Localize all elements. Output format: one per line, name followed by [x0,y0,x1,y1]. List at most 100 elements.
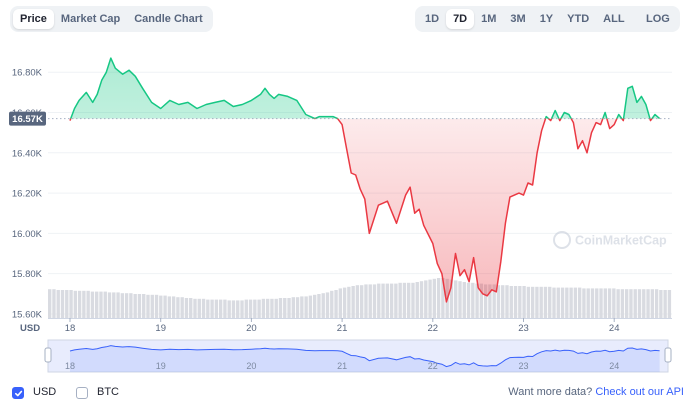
volume-bar [667,290,672,318]
tab-candle-chart[interactable]: Candle Chart [134,13,203,25]
volume-bar [171,296,176,318]
volume-bar [368,284,372,318]
volume-bar [244,299,248,318]
volume-bar [154,294,159,318]
volume-bar [184,298,189,318]
volume-bar [398,282,402,318]
api-link[interactable]: Check out our API [595,386,684,398]
y-tick-label: 15.60K [12,309,43,320]
range-3m[interactable]: 3M [510,13,526,25]
volume-bar [291,297,295,318]
volume-bar [355,285,360,318]
volume-bar [283,298,287,318]
price-line-up [69,57,661,119]
volume-bar [231,300,236,318]
volume-bar [82,290,86,318]
navigator-tick-label: 19 [156,361,166,371]
volume-bar [424,280,428,318]
volume-bar [317,294,321,318]
x-tick-label: 20 [246,323,257,334]
volume-bar [360,285,364,318]
navigator-tick-label: 20 [246,361,256,371]
volume-bar [539,286,543,318]
volume-bar [265,298,270,318]
volume-bar [654,289,659,318]
volume-bar [142,294,146,318]
volume-bar [312,294,317,318]
volume-bar [342,287,347,318]
range-1m[interactable]: 1M [481,13,497,25]
volume-bar [351,286,355,318]
navigator-tick-label: 24 [609,361,619,371]
chart-type-tabs: Price Market Cap Candle Chart [10,6,213,32]
volume-bar [458,281,462,318]
volume-bar [137,294,142,318]
volume-bar [223,299,227,318]
volume-bar [505,285,509,318]
btc-label: BTC [97,386,119,398]
volume-bar [300,296,304,318]
volume-bar [501,285,505,318]
volume-bar [629,289,633,318]
x-tick-label: 22 [428,323,439,334]
volume-bar [471,282,475,318]
volume-bar [69,290,73,318]
tab-price[interactable]: Price [13,9,54,29]
range-1y[interactable]: 1Y [539,13,554,25]
volume-bar [530,286,535,318]
volume-bar [163,295,167,318]
range-1d[interactable]: 1D [425,13,440,25]
tab-market-cap[interactable]: Market Cap [60,13,121,25]
navigator-tick-label: 22 [428,361,438,371]
usd-checkbox[interactable] [12,387,24,399]
volume-bar [577,287,582,318]
coinmarketcap-watermark: CoinMarketCap [553,231,667,249]
volume-bar [637,289,642,318]
price-tag-label: 16.57K [12,114,43,125]
volume-bar [330,290,334,318]
volume-bar [308,295,313,318]
volume-bar [218,299,223,318]
coinmarketcap-logo-icon [553,231,571,249]
volume-bar [65,290,69,318]
range-ytd[interactable]: YTD [567,13,590,25]
navigator-handle-left[interactable] [44,347,52,363]
volume-bar [479,283,484,318]
range-all[interactable]: ALL [603,13,625,25]
volume-bar [227,300,231,318]
volume-bar [133,294,137,318]
volume-bar [176,297,180,318]
volume-bar [257,299,261,318]
volume-bar [513,286,518,318]
price-area-below-open [70,118,660,302]
navigator-area [70,345,660,372]
volume-bar [77,290,82,318]
price-area-above-open [70,58,660,119]
volume-bar [650,289,655,318]
y-tick-label: 15.80K [12,269,43,280]
volume-bar [616,289,620,318]
volume-bar [663,290,667,318]
volume-bar [112,292,116,318]
volume-bar [389,283,394,318]
navigator-handle-right[interactable] [664,347,672,363]
volume-bar [475,283,479,318]
volume-bar [607,288,612,318]
log-scale-button[interactable]: LOG [646,13,670,25]
volume-bar [214,299,219,318]
x-tick-label: 24 [609,323,620,334]
volume-bar [321,293,325,318]
usd-label: USD [33,386,57,398]
range-7d[interactable]: 7D [446,9,475,29]
navigator-tick-label: 18 [65,361,75,371]
y-tick-label: 16.20K [12,189,43,200]
btc-checkbox[interactable] [76,387,88,399]
price-tag-bg [9,111,46,126]
volume-bar [103,291,107,318]
volume-bar [120,293,125,318]
volume-bar [462,282,466,318]
volume-bar [304,296,308,318]
volume-bar [428,279,432,318]
navigator-tick-label: 21 [337,361,347,371]
volume-bar [325,292,330,318]
